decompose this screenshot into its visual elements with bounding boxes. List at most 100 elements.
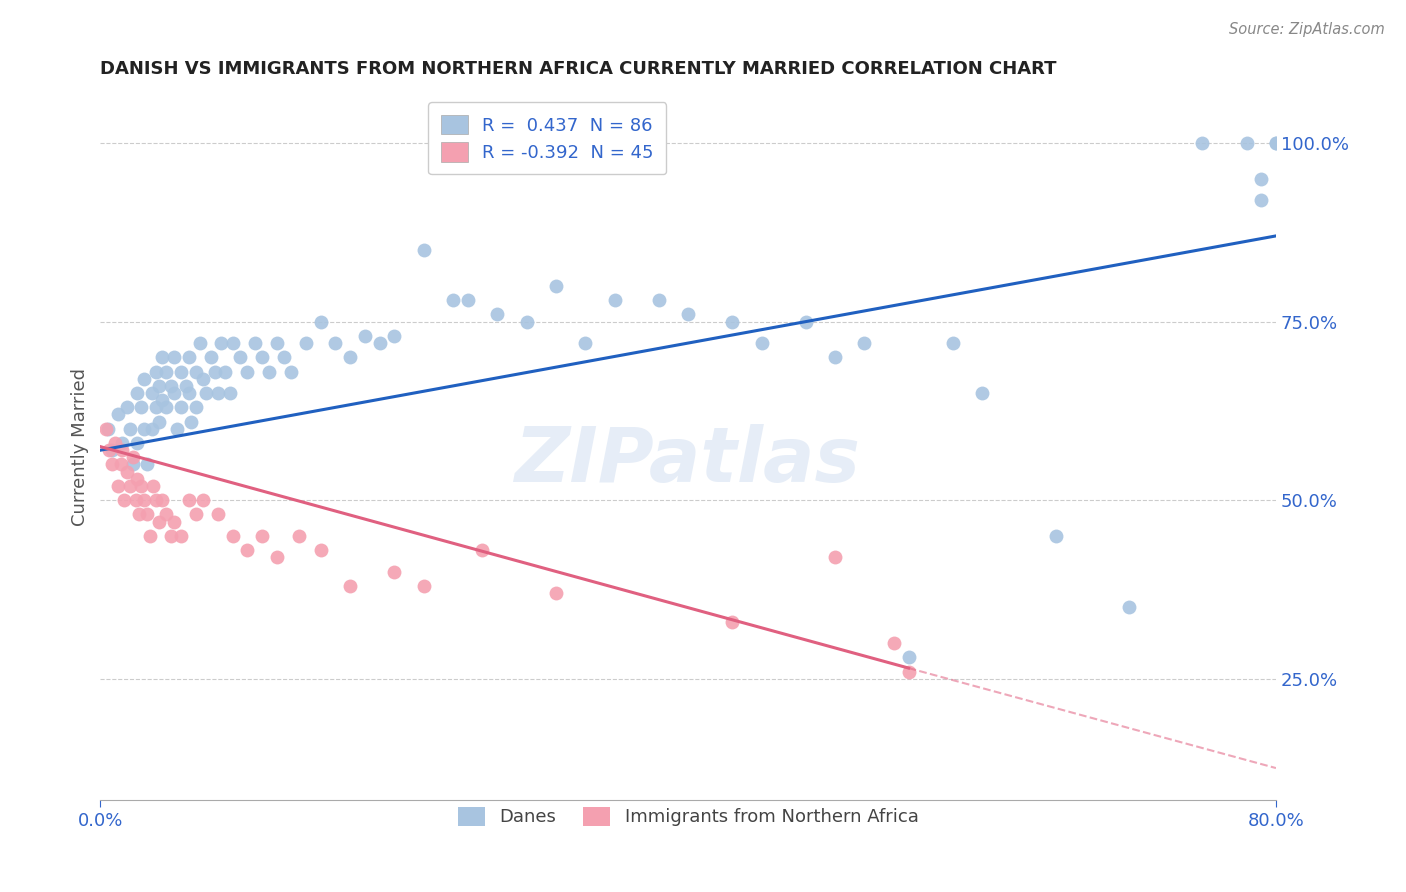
- Point: [218, 386, 240, 401]
- Point: [121, 450, 143, 465]
- Point: [486, 308, 509, 322]
- Point: [177, 493, 200, 508]
- Point: [221, 336, 243, 351]
- Point: [145, 401, 167, 415]
- Point: [170, 529, 193, 543]
- Point: [160, 379, 183, 393]
- Point: [155, 508, 177, 522]
- Text: DANISH VS IMMIGRANTS FROM NORTHERN AFRICA CURRENTLY MARRIED CORRELATION CHART: DANISH VS IMMIGRANTS FROM NORTHERN AFRIC…: [100, 60, 1057, 78]
- Point: [111, 436, 134, 450]
- Point: [1250, 193, 1272, 207]
- Point: [160, 529, 183, 543]
- Point: [207, 386, 229, 401]
- Point: [250, 529, 273, 543]
- Point: [136, 458, 159, 472]
- Point: [193, 372, 215, 386]
- Point: [193, 493, 215, 508]
- Point: [127, 472, 149, 486]
- Point: [309, 543, 332, 558]
- Point: [148, 515, 170, 529]
- Point: [166, 422, 188, 436]
- Point: [721, 615, 744, 629]
- Point: [221, 529, 243, 543]
- Point: [574, 336, 596, 351]
- Point: [942, 336, 965, 351]
- Point: [163, 386, 186, 401]
- Point: [170, 365, 193, 379]
- Point: [209, 336, 232, 351]
- Point: [266, 550, 288, 565]
- Point: [174, 379, 197, 393]
- Point: [136, 508, 159, 522]
- Point: [97, 422, 120, 436]
- Point: [794, 315, 817, 329]
- Point: [124, 493, 146, 508]
- Point: [236, 543, 259, 558]
- Point: [648, 293, 671, 308]
- Point: [1045, 529, 1067, 543]
- Point: [104, 436, 127, 450]
- Point: [1265, 136, 1288, 150]
- Point: [107, 479, 129, 493]
- Point: [824, 351, 846, 365]
- Point: [207, 508, 229, 522]
- Point: [96, 422, 118, 436]
- Point: [112, 493, 135, 508]
- Point: [412, 243, 434, 257]
- Point: [121, 458, 143, 472]
- Point: [170, 401, 193, 415]
- Point: [441, 293, 464, 308]
- Point: [544, 279, 567, 293]
- Point: [115, 465, 138, 479]
- Point: [853, 336, 876, 351]
- Point: [325, 336, 347, 351]
- Point: [382, 565, 405, 579]
- Point: [150, 351, 173, 365]
- Point: [115, 401, 138, 415]
- Text: ZIPatlas: ZIPatlas: [515, 424, 860, 498]
- Point: [118, 479, 141, 493]
- Point: [970, 386, 993, 401]
- Point: [110, 458, 132, 472]
- Point: [134, 372, 156, 386]
- Point: [155, 401, 177, 415]
- Point: [177, 386, 200, 401]
- Point: [280, 365, 302, 379]
- Point: [273, 351, 295, 365]
- Point: [751, 336, 773, 351]
- Point: [354, 329, 377, 343]
- Point: [148, 379, 170, 393]
- Point: [515, 315, 537, 329]
- Point: [131, 401, 153, 415]
- Point: [471, 543, 494, 558]
- Point: [180, 415, 202, 429]
- Point: [163, 515, 186, 529]
- Point: [287, 529, 309, 543]
- Point: [457, 293, 479, 308]
- Point: [141, 422, 163, 436]
- Point: [101, 458, 124, 472]
- Point: [368, 336, 391, 351]
- Point: [721, 315, 744, 329]
- Point: [163, 351, 186, 365]
- Point: [139, 529, 162, 543]
- Point: [412, 579, 434, 593]
- Point: [148, 415, 170, 429]
- Point: [250, 351, 273, 365]
- Point: [98, 443, 121, 458]
- Point: [897, 650, 920, 665]
- Point: [603, 293, 626, 308]
- Point: [101, 443, 124, 458]
- Point: [127, 386, 149, 401]
- Point: [544, 586, 567, 600]
- Point: [141, 386, 163, 401]
- Point: [676, 308, 699, 322]
- Point: [177, 351, 200, 365]
- Point: [134, 422, 156, 436]
- Point: [200, 351, 222, 365]
- Point: [339, 579, 361, 593]
- Point: [145, 493, 167, 508]
- Point: [134, 493, 156, 508]
- Point: [339, 351, 361, 365]
- Point: [229, 351, 252, 365]
